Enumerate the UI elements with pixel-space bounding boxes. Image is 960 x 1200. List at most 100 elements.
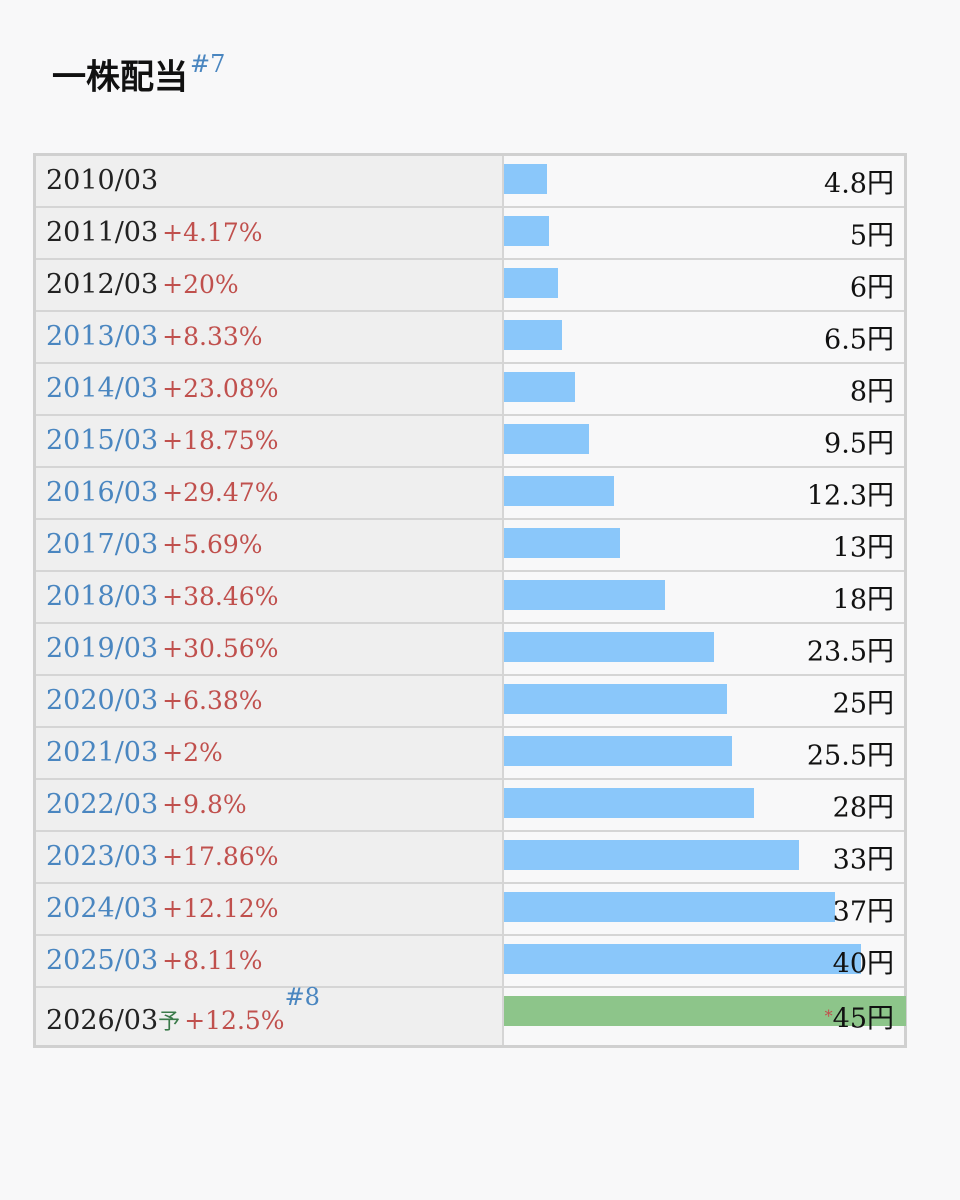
- growth-rate: +2%: [162, 738, 223, 767]
- bar: [503, 423, 589, 454]
- bar-cell: 9.5円: [501, 413, 907, 468]
- year-cell: 2024/03 +12.12%: [33, 881, 504, 936]
- bar-cell: 25円: [501, 673, 907, 728]
- value-label: 37円: [832, 896, 894, 927]
- bar-cell: 18円: [501, 569, 907, 624]
- bar-cell: 6円: [501, 257, 907, 312]
- bar: [503, 579, 665, 610]
- year-cell: 2013/03 +8.33%: [33, 309, 504, 364]
- year-label[interactable]: 2019/03: [46, 633, 159, 664]
- forecast-mark: 予: [158, 1009, 181, 1035]
- table-row: 2026/03予 +12.5%#8 *45円: [33, 983, 907, 1048]
- table-row: 2024/03 +12.12% 37円: [33, 881, 907, 936]
- value-label: *45円: [824, 1003, 894, 1035]
- year-label[interactable]: 2018/03: [46, 581, 159, 612]
- bar: [503, 267, 558, 298]
- year-label[interactable]: 2015/03: [46, 425, 159, 456]
- bar-cell: 37円: [501, 881, 907, 936]
- value-label: 40円: [832, 948, 894, 979]
- table-row: 2020/03 +6.38% 25円: [33, 673, 907, 728]
- year-label[interactable]: 2014/03: [46, 373, 159, 404]
- value-label: 18円: [832, 584, 894, 615]
- value-label: 9.5円: [824, 428, 894, 459]
- growth-rate: +5.69%: [162, 530, 263, 559]
- year-cell: 2026/03予 +12.5%#8: [33, 983, 504, 1048]
- growth-rate: +20%: [162, 270, 239, 299]
- year-cell: 2011/03 +4.17%: [33, 205, 504, 260]
- bar-cell: 6.5円: [501, 309, 907, 364]
- dividend-rows: 2010/03 4.8円 2011/03 +4.17% 5円 2012/03 +20% 6円 2…: [33, 153, 907, 1048]
- year-label: 2012/03: [46, 269, 159, 300]
- bar: [503, 475, 614, 506]
- bar: [503, 371, 575, 402]
- bar-cell: 23.5円: [501, 621, 907, 676]
- year-label[interactable]: 2024/03: [46, 893, 159, 924]
- table-row: 2010/03 4.8円: [33, 153, 907, 208]
- table-row: 2019/03 +30.56% 23.5円: [33, 621, 907, 676]
- year-cell: 2010/03: [33, 153, 504, 208]
- value-label: 8円: [849, 376, 894, 407]
- year-cell: 2023/03 +17.86%: [33, 829, 504, 884]
- bar-cell: 33円: [501, 829, 907, 884]
- table-row: 2023/03 +17.86% 33円: [33, 829, 907, 884]
- year-cell: 2018/03 +38.46%: [33, 569, 504, 624]
- bar: [503, 215, 549, 246]
- growth-rate: +18.75%: [162, 426, 279, 455]
- value-label: 6円: [849, 272, 894, 303]
- bar-cell: 4.8円: [501, 153, 907, 208]
- chart-title-text: 一株配当: [52, 57, 188, 98]
- table-row: 2014/03 +23.08% 8円: [33, 361, 907, 416]
- table-row: 2012/03 +20% 6円: [33, 257, 907, 312]
- year-label[interactable]: 2016/03: [46, 477, 159, 508]
- value-label: 23.5円: [806, 636, 894, 667]
- year-label[interactable]: 2023/03: [46, 841, 159, 872]
- year-label[interactable]: 2021/03: [46, 737, 159, 768]
- year-cell: 2019/03 +30.56%: [33, 621, 504, 676]
- table-row: 2022/03 +9.8% 28円: [33, 777, 907, 832]
- year-cell: 2014/03 +23.08%: [33, 361, 504, 416]
- bar-cell: 28円: [501, 777, 907, 832]
- growth-rate: +8.11%: [162, 946, 263, 975]
- bar-cell: 5円: [501, 205, 907, 260]
- table-row: 2017/03 +5.69% 13円: [33, 517, 907, 572]
- year-cell: 2016/03 +29.47%: [33, 465, 504, 520]
- value-label: 33円: [832, 844, 894, 875]
- growth-rate: +4.17%: [162, 218, 263, 247]
- year-label: 2026/03: [46, 1004, 159, 1036]
- table-row: 2025/03 +8.11% 40円: [33, 933, 907, 988]
- year-label[interactable]: 2020/03: [46, 685, 159, 716]
- bar: [503, 735, 732, 766]
- dividend-table: 2010/03 4.8円 2011/03 +4.17% 5円 2012/03 +20% 6円 2…: [33, 153, 907, 1048]
- bar: [503, 319, 562, 350]
- year-label: 2010/03: [46, 165, 159, 197]
- year-label[interactable]: 2017/03: [46, 529, 159, 560]
- bar: [503, 631, 714, 662]
- year-cell: 2017/03 +5.69%: [33, 517, 504, 572]
- year-cell: 2020/03 +6.38%: [33, 673, 504, 728]
- value-label: 13円: [832, 532, 894, 563]
- bar-cell: 8円: [501, 361, 907, 416]
- value-label: 25円: [832, 688, 894, 719]
- title-footnote-link[interactable]: #7: [190, 50, 226, 78]
- bar: [503, 164, 547, 194]
- year-label[interactable]: 2013/03: [46, 321, 159, 352]
- bar-cell: 25.5円: [501, 725, 907, 780]
- bar: [503, 995, 906, 1026]
- year-label[interactable]: 2025/03: [46, 945, 159, 976]
- forecast-star: *: [824, 1006, 833, 1026]
- bar: [503, 683, 727, 714]
- year-label[interactable]: 2022/03: [46, 789, 159, 820]
- growth-rate: +29.47%: [162, 478, 279, 507]
- growth-rate: +9.8%: [162, 790, 247, 819]
- bar-cell: *45円: [501, 985, 907, 1048]
- growth-rate: +8.33%: [162, 322, 263, 351]
- year-cell: 2012/03 +20%: [33, 257, 504, 312]
- forecast-footnote-link[interactable]: #8: [284, 982, 320, 1011]
- table-row: 2015/03 +18.75% 9.5円: [33, 413, 907, 468]
- year-label: 2011/03: [46, 217, 159, 248]
- bar-cell: 13円: [501, 517, 907, 572]
- table-row: 2016/03 +29.47% 12.3円: [33, 465, 907, 520]
- value-label: 12.3円: [806, 480, 894, 511]
- chart-title: 一株配当#7: [52, 52, 225, 98]
- value-label: 5円: [849, 220, 894, 251]
